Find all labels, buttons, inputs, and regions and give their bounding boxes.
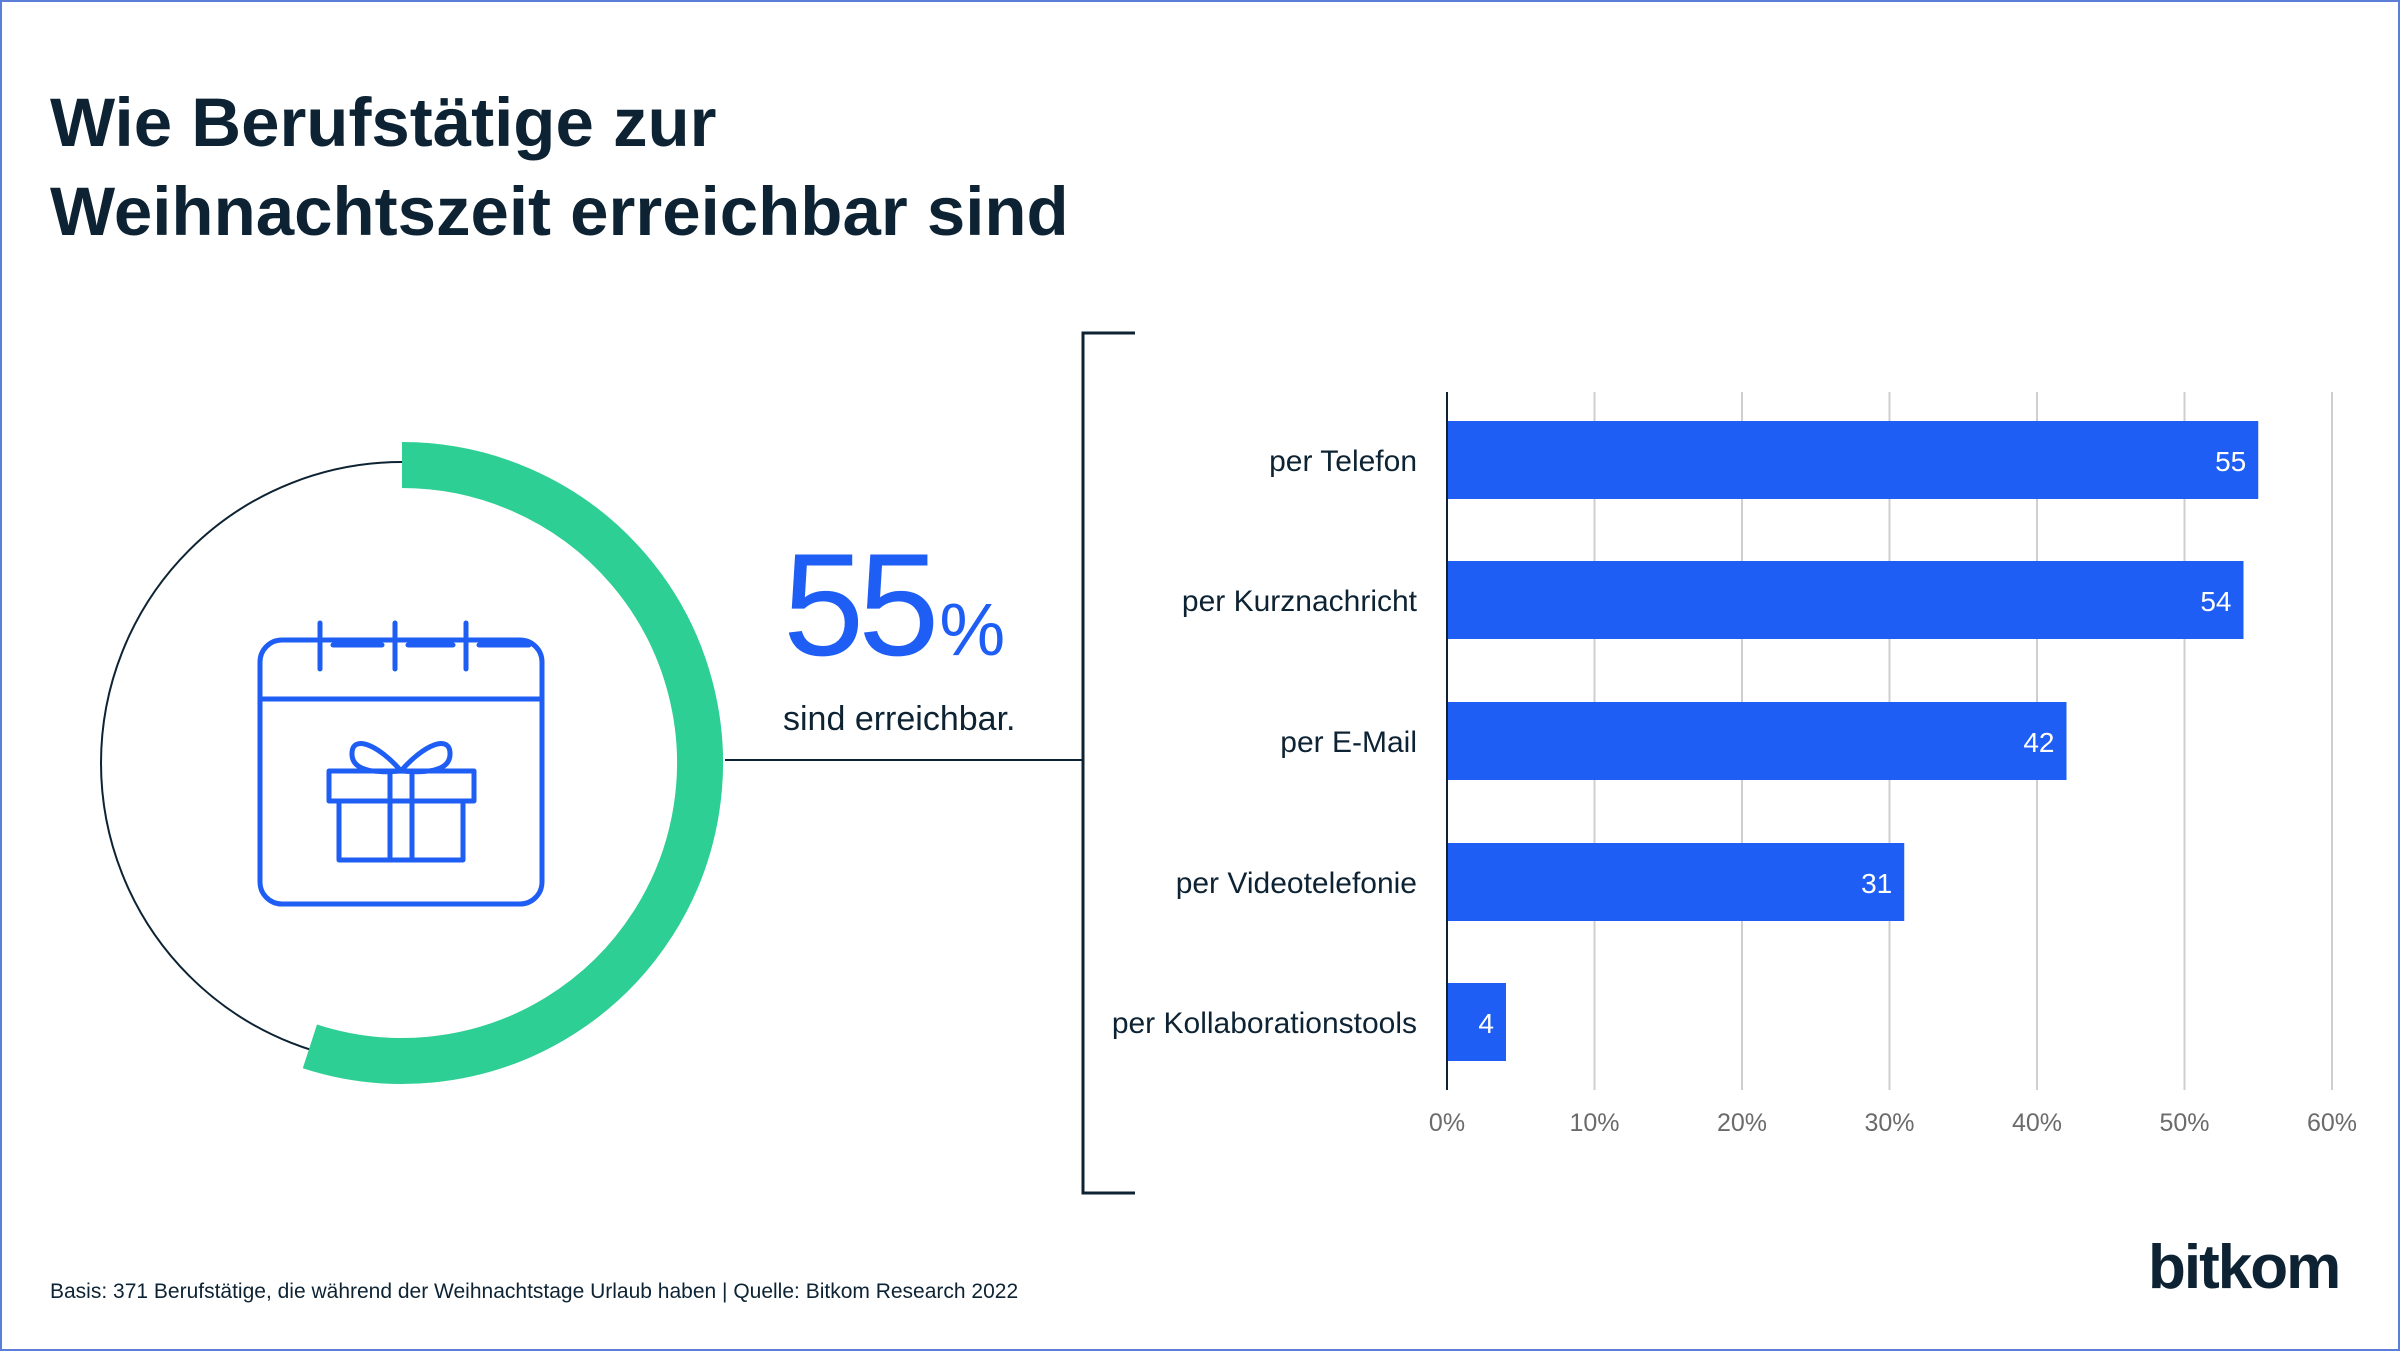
value-label: 31 — [1861, 868, 1892, 899]
bracket — [1081, 331, 1135, 1195]
bar — [1448, 421, 2259, 499]
x-tick-label: 30% — [1864, 1109, 1914, 1137]
progress-ring — [302, 442, 724, 1084]
title-line-2: Weihnachtszeit erreichbar sind — [50, 173, 1069, 250]
x-tick-label: 20% — [1717, 1109, 1767, 1137]
bar — [1448, 843, 1905, 921]
x-tick-label: 0% — [1429, 1109, 1465, 1137]
value-label: 54 — [2200, 586, 2231, 617]
x-tick-label: 10% — [1569, 1109, 1619, 1137]
title-line-1: Wie Berufstätige zur — [50, 84, 717, 161]
highlight-unit: % — [939, 588, 1006, 671]
bar — [1448, 561, 2244, 639]
source-note: Basis: 371 Berufstätige, die während der… — [50, 1280, 1019, 1303]
page-title: Wie Berufstätige zur Weihnachtszeit erre… — [50, 78, 1550, 256]
x-tick-label: 50% — [2159, 1109, 2209, 1137]
category-label: per Kurznachricht — [1182, 585, 1418, 618]
bar — [1448, 702, 2067, 780]
bitkom-logo: bitkom — [2148, 1233, 2341, 1302]
calendar-gift-icon — [257, 620, 545, 907]
bar — [1448, 983, 1506, 1061]
x-tick-label: 40% — [2012, 1109, 2062, 1137]
highlight-value: 55% — [783, 532, 1005, 678]
category-label: per E-Mail — [1280, 726, 1417, 759]
value-label: 4 — [1478, 1008, 1494, 1039]
value-label: 42 — [2023, 727, 2054, 758]
bar-chart: 0% 10% 20% 30% 40% 50% 60% per Telefon 55 per Kur… — [1112, 392, 2357, 1137]
value-label: 55 — [2215, 446, 2246, 477]
highlight-label: sind erreichbar. — [783, 700, 1016, 738]
highlight-number: 55 — [783, 523, 939, 686]
category-label: per Kollaborationstools — [1112, 1007, 1417, 1040]
category-label: per Telefon — [1269, 445, 1417, 478]
category-label: per Videotelefonie — [1176, 867, 1417, 900]
x-tick-label: 60% — [2307, 1109, 2357, 1137]
